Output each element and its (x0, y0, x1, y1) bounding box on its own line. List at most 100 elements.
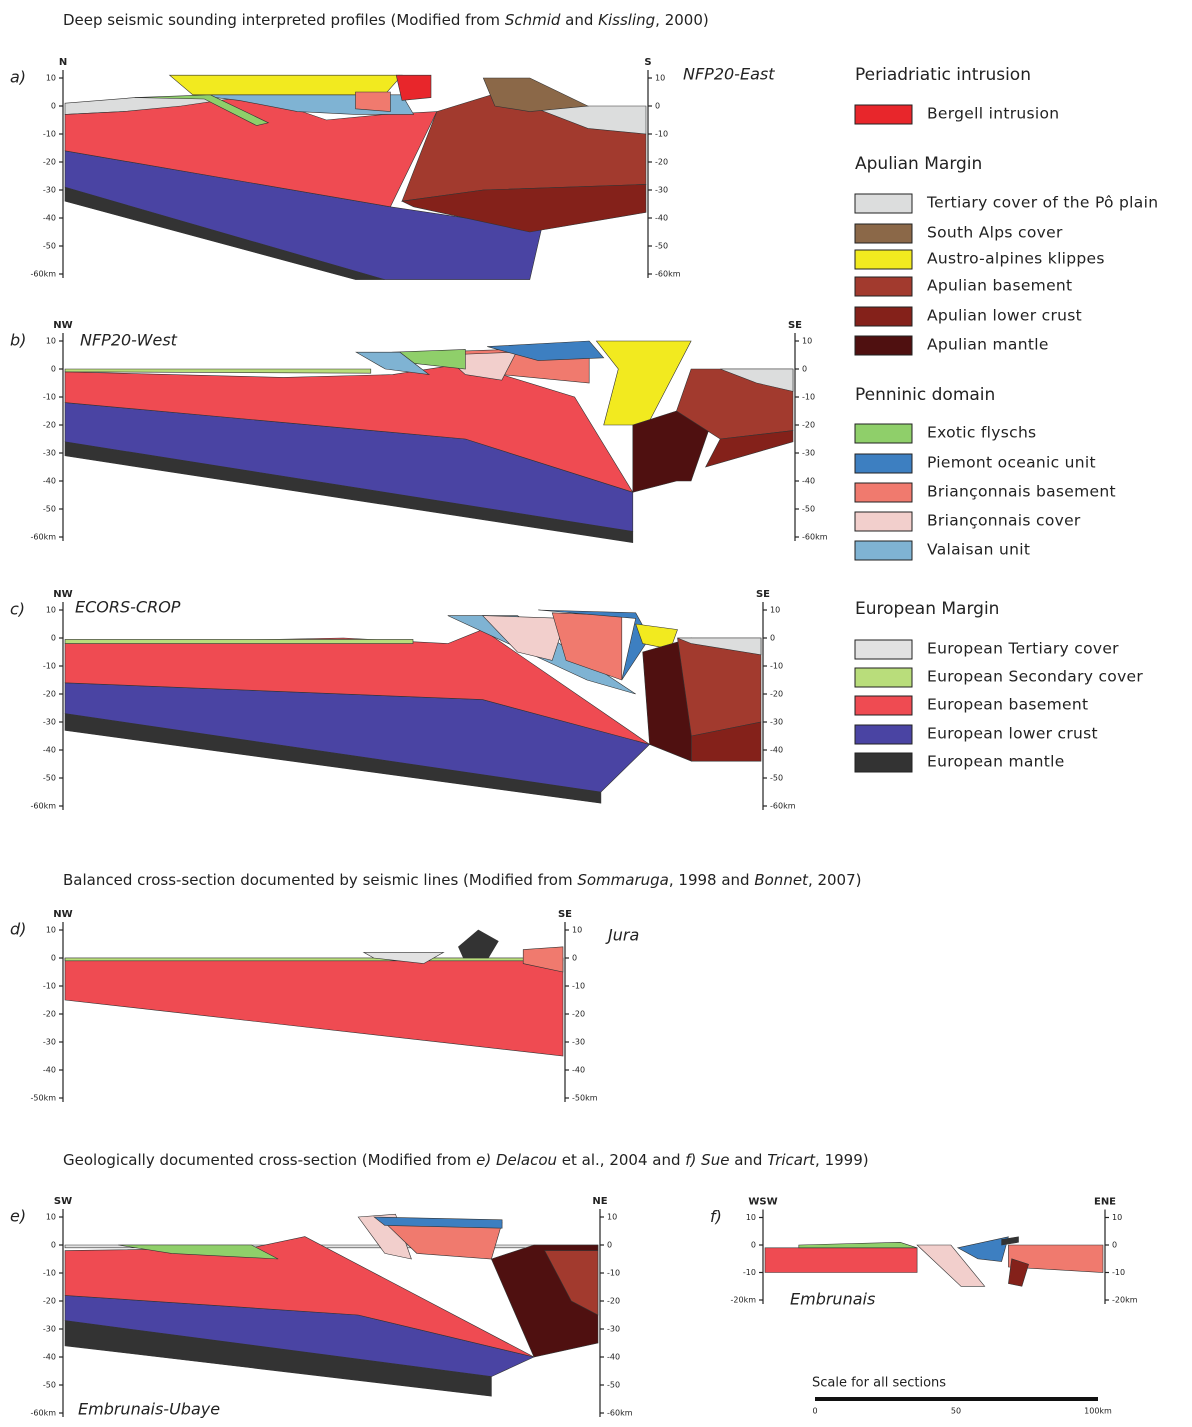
tick-label: -30 (43, 449, 56, 458)
legend-heading: European Margin (855, 599, 999, 619)
tick-label: -40 (655, 214, 668, 223)
section-title: Balanced cross-section documented by sei… (63, 871, 862, 889)
tick-label: -60km (770, 802, 796, 811)
title-part: Kissling (598, 11, 655, 29)
tick-label: -60km (31, 1409, 57, 1418)
tick-label: -20 (43, 1297, 56, 1306)
tick-label: -30 (770, 718, 783, 727)
legend-swatch (855, 105, 912, 124)
title-part: e) Delacou (476, 1151, 557, 1169)
profile-name: Embrunais (790, 1290, 875, 1309)
page: {"sections": [ {"title": ["Deep seismic … (0, 0, 1192, 1427)
tick-label: -60km (655, 270, 681, 279)
tick-label: -10 (1112, 1268, 1125, 1277)
tick-label: 10 (46, 337, 56, 346)
tick-label: -40 (802, 477, 815, 486)
tick-label: -20 (43, 1010, 56, 1019)
title-part: and (729, 1151, 767, 1169)
tick-label: -20 (43, 690, 56, 699)
br-base (356, 92, 391, 112)
legend-swatch (855, 668, 912, 687)
tick-label: -30 (43, 186, 56, 195)
tick-label: -10 (43, 1269, 56, 1278)
tick-label: -60km (31, 802, 57, 811)
scale-bar (815, 1397, 1098, 1401)
tick-label: -30 (607, 1325, 620, 1334)
legend-item: Exotic flyschs (927, 424, 1036, 442)
legend-heading: Apulian Margin (855, 154, 982, 174)
tick-label: -60km (802, 533, 828, 542)
tick-label: -10 (43, 662, 56, 671)
legend-swatch (855, 696, 912, 715)
tick-label: -60km (607, 1409, 633, 1418)
scale-title: Scale for all sections (812, 1376, 946, 1391)
legend-item: Briançonnais cover (927, 512, 1081, 530)
legend-heading: Periadriatic intrusion (855, 65, 1031, 85)
scale-label: 0 (812, 1407, 817, 1416)
legend-swatch (855, 640, 912, 659)
legend-heading: Penninic domain (855, 385, 995, 405)
tick-label: 10 (746, 1213, 756, 1222)
tick-label: 0 (607, 1241, 612, 1250)
legend-swatch (855, 725, 912, 744)
tick-label: 0 (51, 954, 56, 963)
tick-label: 0 (1112, 1241, 1117, 1250)
tick-label: -60km (31, 533, 57, 542)
title-part: f) Sue (685, 1151, 729, 1169)
legend-swatch (855, 483, 912, 502)
title-part: Tricart (767, 1151, 816, 1169)
legend-item: European Secondary cover (927, 668, 1143, 686)
tick-label: 0 (51, 634, 56, 643)
tick-label: -30 (43, 718, 56, 727)
title-part: Geologically documented cross-section (M… (63, 1151, 476, 1169)
tick-label: -10 (43, 130, 56, 139)
direction-label: NW (53, 320, 72, 331)
tick-label: 10 (572, 926, 582, 935)
legend-item: European lower crust (927, 725, 1098, 743)
tick-label: -40 (572, 1066, 585, 1075)
direction-label: NW (53, 909, 72, 920)
tick-label: -10 (655, 130, 668, 139)
tick-label: 10 (46, 606, 56, 615)
tick-label: -20 (770, 690, 783, 699)
legend-item: European mantle (927, 753, 1065, 771)
direction-label: ENE (1094, 1197, 1116, 1208)
tick-label: -40 (43, 746, 56, 755)
panel-letter: c) (10, 600, 25, 619)
tick-label: -50km (572, 1094, 598, 1103)
tick-label: 10 (46, 74, 56, 83)
legend-item: South Alps cover (927, 224, 1063, 242)
tick-label: 10 (607, 1213, 617, 1222)
tick-label: 0 (572, 954, 577, 963)
tick-label: 0 (51, 102, 56, 111)
bergell (396, 75, 431, 100)
legend-swatch (855, 454, 912, 473)
tick-label: 0 (751, 1241, 756, 1250)
legend-item: Apulian basement (927, 277, 1072, 295)
title-part: Balanced cross-section documented by sei… (63, 871, 577, 889)
tick-label: -30 (802, 449, 815, 458)
tick-label: -20km (731, 1296, 757, 1305)
tick-label: -10 (607, 1269, 620, 1278)
panel-letter: b) (10, 331, 26, 350)
tick-label: 0 (802, 365, 807, 374)
direction-label: N (59, 57, 67, 68)
legend-item: Piemont oceanic unit (927, 454, 1096, 472)
legend-swatch (855, 336, 912, 355)
tick-label: -40 (607, 1353, 620, 1362)
tick-label: -30 (43, 1325, 56, 1334)
title-part: , 2007) (808, 871, 862, 889)
exotic (799, 1242, 917, 1248)
legend-item: Apulian mantle (927, 336, 1049, 354)
legend-item: Valaisan unit (927, 541, 1030, 559)
tick-label: 10 (770, 606, 780, 615)
tick-label: -30 (655, 186, 668, 195)
profile-name: NFP20-East (683, 65, 775, 84)
direction-label: SE (788, 320, 802, 331)
eu-sec (65, 639, 413, 643)
tick-label: -60km (31, 270, 57, 279)
figure: Deep seismic sounding interpreted profil… (0, 0, 1192, 1427)
legend-swatch (855, 277, 912, 296)
tick-label: -50 (802, 505, 815, 514)
direction-label: SE (558, 909, 572, 920)
